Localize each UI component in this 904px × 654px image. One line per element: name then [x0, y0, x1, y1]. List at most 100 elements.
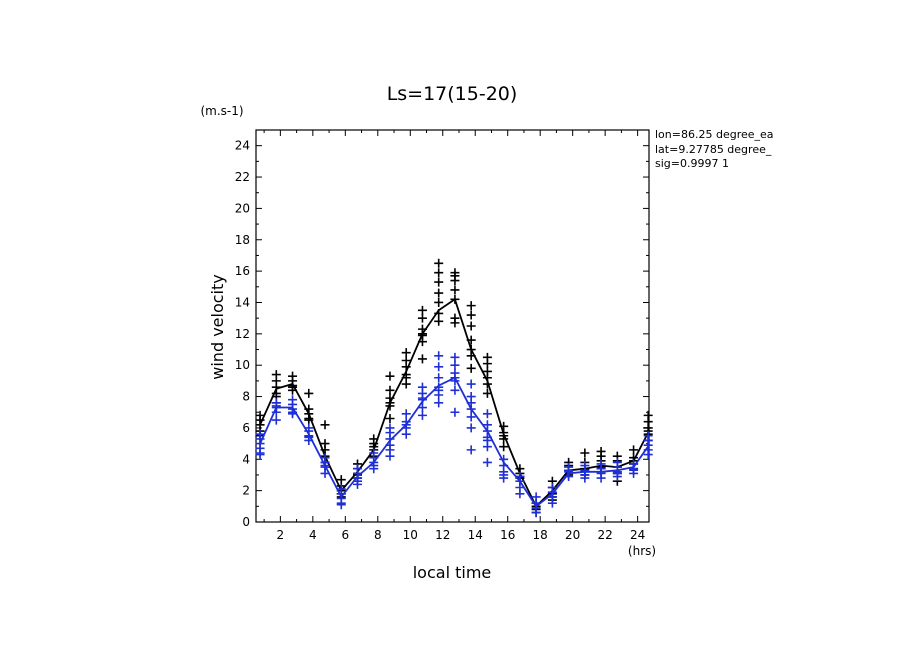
series-2-sample-point [466, 445, 476, 455]
series-2-sample-point [450, 352, 460, 362]
series-2-sample-point [450, 360, 460, 370]
x-tick-label: 16 [500, 528, 515, 542]
series-1-sample-point [450, 285, 460, 295]
x-tick-label: 4 [309, 528, 317, 542]
series-1-sample-point [369, 434, 379, 444]
series-1-sample-point [320, 420, 330, 430]
y-tick-label: 24 [235, 139, 250, 153]
series-2-sample-point [434, 373, 444, 383]
series-2-sample-point [417, 403, 427, 413]
series-1-sample-point [401, 355, 411, 365]
x-tick-label: 10 [403, 528, 418, 542]
series-2-sample-point [271, 401, 281, 411]
y-tick-label: 18 [235, 233, 250, 247]
series-2-sample-point [515, 472, 525, 482]
series-2-sample-point [320, 453, 330, 463]
y-tick-label: 8 [242, 390, 250, 404]
series-2-sample-point [643, 431, 653, 441]
series-2-sample-point [385, 423, 395, 433]
series-1-sample-point [434, 258, 444, 268]
series-1-sample-point [385, 385, 395, 395]
series-2-sample-point [466, 392, 476, 402]
series-2-sample-point [466, 412, 476, 422]
series-1-sample-point [417, 313, 427, 323]
series-1-sample-point [466, 335, 476, 345]
series-2-sample-point [288, 407, 298, 417]
series-2-sample-point [450, 373, 460, 383]
series-1-sample-point [482, 388, 492, 398]
series-1-sample-point [629, 445, 639, 455]
y-tick-label: 14 [235, 295, 250, 309]
series-1-sample-point [434, 277, 444, 287]
series-1-sample-point [304, 414, 314, 424]
series-1-sample-point [482, 366, 492, 376]
series-2-sample-point [271, 415, 281, 425]
series-1-sample-point [434, 308, 444, 318]
x-tick-label: 12 [435, 528, 450, 542]
series-2-sample-point [385, 445, 395, 455]
series-1-sample-point [466, 301, 476, 311]
series-1-sample-point [450, 313, 460, 323]
series-1-sample-point [401, 373, 411, 383]
y-tick-label: 22 [235, 170, 250, 184]
series-2-sample-point [401, 409, 411, 419]
series-1-sample-point [434, 288, 444, 298]
series-1-sample-point [596, 446, 606, 456]
series-2-sample-point [434, 398, 444, 408]
series-2-sample-point [482, 409, 492, 419]
series-2-sample-point [612, 468, 622, 478]
series-2-sample-point [255, 448, 265, 458]
series-1-sample-point [304, 388, 314, 398]
y-tick-label: 4 [242, 452, 250, 466]
series-1-sample-point [288, 382, 298, 392]
series-1-sample-point [499, 421, 509, 431]
series-2-sample-point [629, 465, 639, 475]
annotation-sig: sig=0.9997 1 [655, 157, 729, 170]
x-axis-label: local time [413, 563, 492, 582]
y-tick-label: 16 [235, 264, 250, 278]
series-1-sample-point [417, 354, 427, 364]
series-1-sample-point [385, 414, 395, 424]
series-2-sample-point [434, 351, 444, 361]
series-2-sample-point [369, 448, 379, 458]
series-2-sample-point [336, 498, 346, 508]
series-2-sample-point [564, 465, 574, 475]
series-2-sample-point [288, 395, 298, 405]
series-1-sample-point [466, 363, 476, 373]
series-1-sample-point [466, 310, 476, 320]
series-1-sample-point [401, 348, 411, 358]
series-1-sample-point [417, 305, 427, 315]
x-tick-label: 6 [341, 528, 349, 542]
series-2-sample-point [255, 429, 265, 439]
y-axis-label: wind velocity [208, 274, 227, 379]
x-tick-label: 2 [277, 528, 285, 542]
series-2-sample-point [401, 420, 411, 430]
series-2-sample-point [336, 484, 346, 494]
series-1-sample-point [271, 370, 281, 380]
y-tick-label: 2 [242, 484, 250, 498]
series-1-sample-point [417, 329, 427, 339]
series-2-sample-point [499, 454, 509, 464]
series-2-sample-point [466, 379, 476, 389]
series-2-sample-point [482, 420, 492, 430]
series-2-sample-point [612, 457, 622, 467]
series-2-sample-point [580, 461, 590, 471]
series-2-sample-point [417, 393, 427, 403]
series-2-mean-line [259, 376, 650, 508]
series-2-sample-point [531, 492, 541, 502]
series-2-sample-point [499, 470, 509, 480]
series-1-sample-point [450, 294, 460, 304]
series-2-sample-point [352, 464, 362, 474]
series-2-sample-point [369, 461, 379, 471]
series-1-sample-point [385, 398, 395, 408]
series-2-sample-point [352, 476, 362, 486]
series-2-sample-point [596, 459, 606, 469]
series-1-sample-point [255, 410, 265, 420]
series-1-sample-point [580, 448, 590, 458]
x-tick-label: 22 [598, 528, 613, 542]
series-2-sample-point [304, 423, 314, 433]
x-tick-label: 8 [374, 528, 382, 542]
y-tick-label: 10 [235, 358, 250, 372]
